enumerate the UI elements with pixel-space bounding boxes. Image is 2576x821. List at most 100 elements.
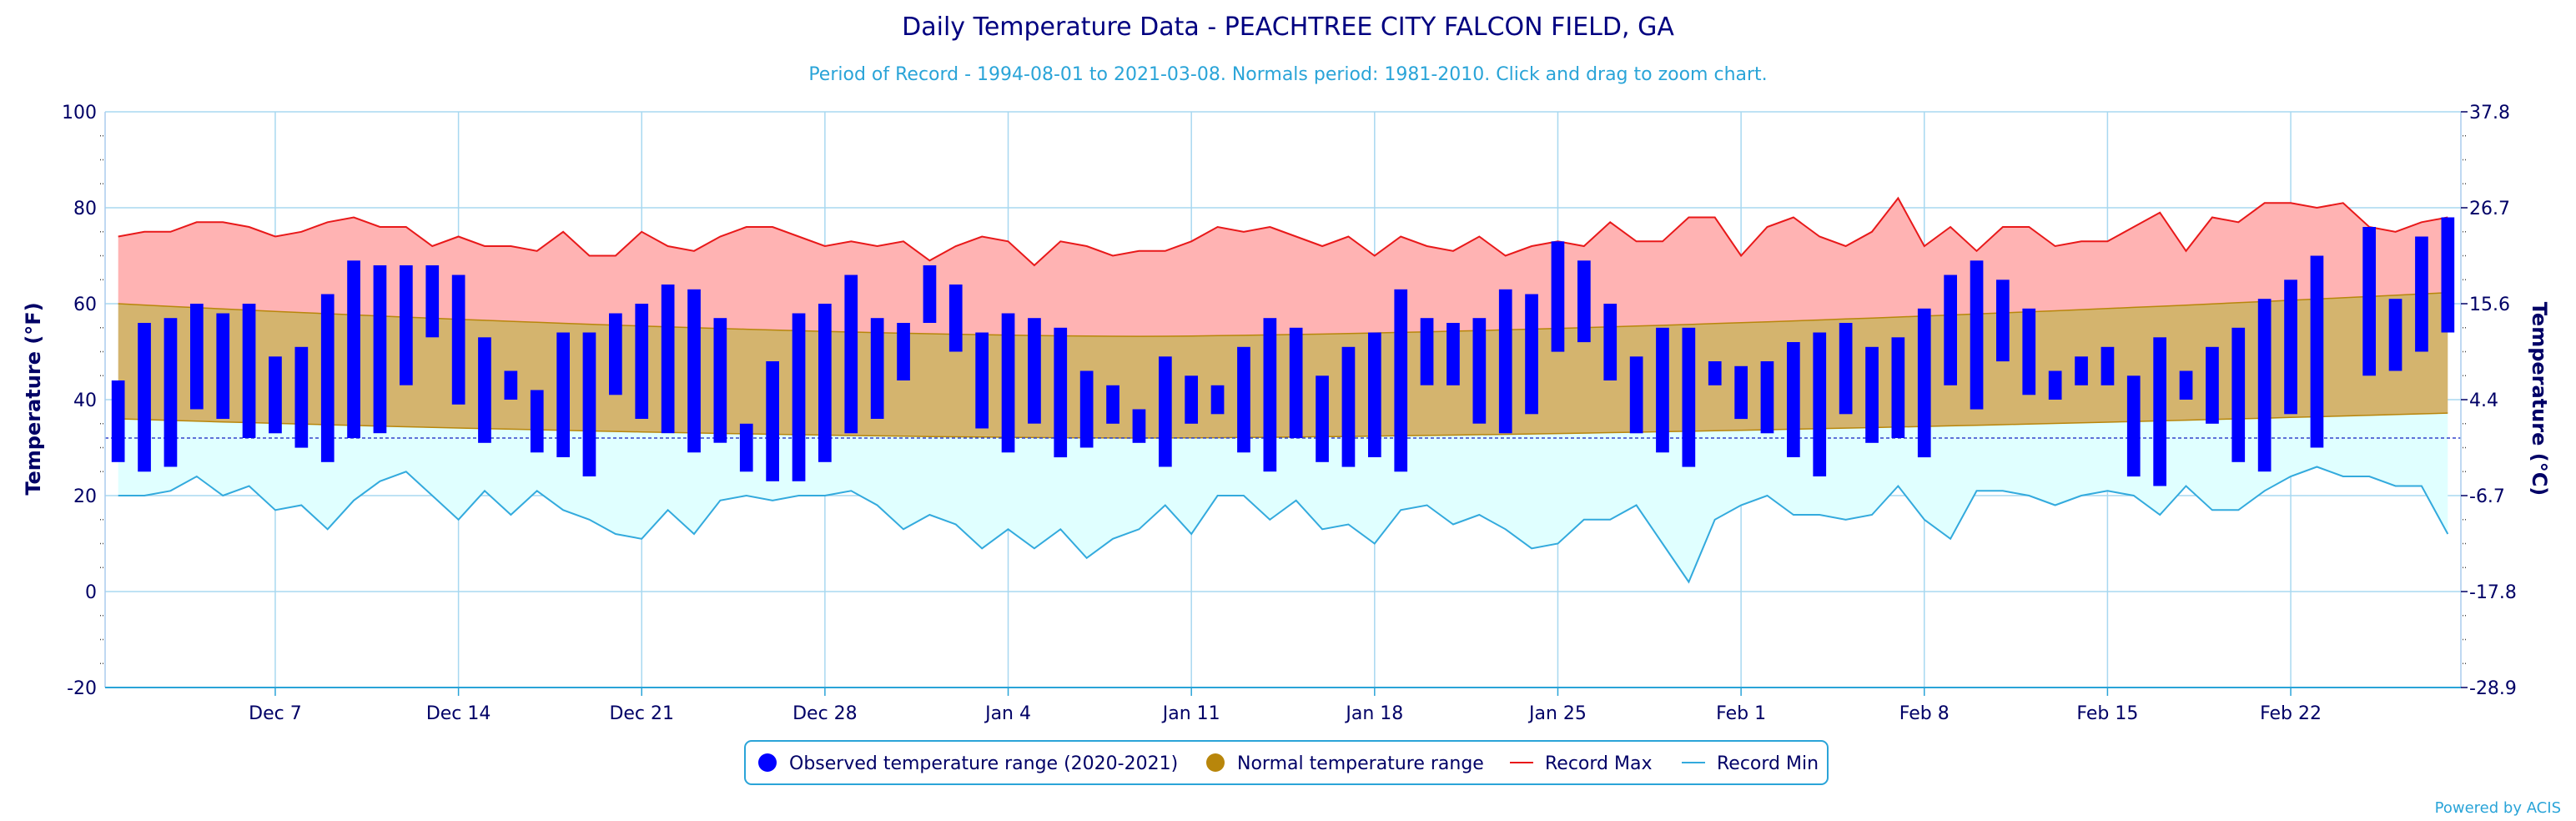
observed-range-bar[interactable] [1001, 313, 1015, 453]
observed-range-bar[interactable] [1368, 332, 1381, 458]
observed-range-bar[interactable] [1813, 332, 1827, 477]
observed-range-bar[interactable] [530, 390, 544, 453]
observed-range-bar[interactable] [478, 337, 491, 443]
credits-link[interactable]: Powered by ACIS [2435, 799, 2561, 817]
observed-range-bar[interactable] [1289, 327, 1303, 439]
observed-range-bar[interactable] [2022, 308, 2036, 395]
observed-range-bar[interactable] [269, 356, 282, 434]
observed-range-bar[interactable] [1498, 289, 1512, 434]
observed-range-bar[interactable] [687, 289, 701, 453]
observed-range-bar[interactable] [609, 313, 622, 395]
observed-range-bar[interactable] [400, 265, 413, 385]
observed-range-bar[interactable] [1551, 241, 1565, 352]
observed-range-bar[interactable] [766, 361, 779, 481]
observed-range-bar[interactable] [1944, 275, 1957, 385]
legend-item-record-max[interactable]: Record Max [1510, 753, 1653, 774]
observed-range-bar[interactable] [844, 275, 858, 434]
observed-range-bar[interactable] [2075, 356, 2088, 385]
observed-range-bar[interactable] [2310, 255, 2324, 448]
observed-range-bar[interactable] [138, 323, 151, 472]
observed-range-bar[interactable] [111, 380, 125, 462]
observed-range-bar[interactable] [1420, 318, 1434, 385]
observed-range-bar[interactable] [792, 313, 806, 481]
observed-range-bar[interactable] [1472, 318, 1487, 424]
observed-range-bar[interactable] [216, 313, 230, 420]
observed-range-bar[interactable] [1996, 280, 2010, 362]
observed-range-bar[interactable] [190, 304, 204, 410]
observed-range-bar[interactable] [2257, 299, 2272, 472]
observed-range-bar[interactable] [1891, 337, 1905, 438]
observed-range-bar[interactable] [2362, 227, 2376, 376]
legend-item-record-min[interactable]: Record Min [1682, 753, 1819, 774]
observed-range-bar[interactable] [1577, 260, 1591, 343]
observed-range-bar[interactable] [425, 265, 440, 338]
observed-range-bar[interactable] [1970, 260, 1984, 410]
observed-range-bar[interactable] [451, 275, 465, 405]
observed-range-bar[interactable] [582, 332, 596, 477]
observed-range-bar[interactable] [1839, 323, 1853, 415]
observed-range-bar[interactable] [320, 294, 335, 462]
observed-range-bar[interactable] [975, 332, 989, 429]
observed-range-bar[interactable] [1603, 304, 1618, 380]
observed-range-bar[interactable] [1682, 327, 1696, 467]
observed-range-bar[interactable] [504, 370, 518, 400]
observed-range-bar[interactable] [242, 304, 256, 438]
observed-range-bar[interactable] [1185, 375, 1198, 424]
observed-range-bar[interactable] [2415, 236, 2428, 352]
observed-range-bar[interactable] [1787, 342, 1800, 457]
observed-range-bar[interactable] [1316, 375, 1329, 462]
observed-range-bar[interactable] [1028, 318, 1041, 424]
observed-range-bar[interactable] [1106, 385, 1119, 424]
observed-range-bar[interactable] [635, 304, 649, 419]
observed-range-bar[interactable] [1054, 327, 1068, 458]
observed-range-bar[interactable] [897, 323, 910, 380]
observed-range-bar[interactable] [2206, 346, 2219, 424]
observed-range-bar[interactable] [1917, 308, 1931, 458]
observed-range-bar[interactable] [713, 318, 727, 443]
legend-normal-marker [1206, 753, 1225, 772]
observed-range-bar[interactable] [1159, 356, 1172, 467]
observed-range-bar[interactable] [1237, 346, 1250, 453]
observed-range-bar[interactable] [1132, 409, 1146, 443]
observed-range-bar[interactable] [164, 318, 178, 467]
observed-range-bar[interactable] [2441, 217, 2455, 333]
observed-range-bar[interactable] [1394, 289, 1408, 472]
observed-range-bar[interactable] [2101, 346, 2115, 385]
observed-range-bar[interactable] [1525, 294, 1538, 415]
observed-range-bar[interactable] [739, 423, 753, 472]
observed-range-bar[interactable] [294, 346, 309, 448]
observed-range-bar[interactable] [661, 285, 675, 434]
legend-item-observed[interactable]: Observed temperature range (2020-2021) [758, 753, 1178, 774]
observed-range-bar[interactable] [556, 332, 570, 458]
observed-range-bar[interactable] [1734, 365, 1748, 420]
observed-range-bar[interactable] [2048, 370, 2062, 400]
observed-range-bar[interactable] [2126, 375, 2141, 477]
observed-range-bar[interactable] [1446, 323, 1460, 385]
observed-range-bar[interactable] [948, 285, 963, 352]
observed-range-bar[interactable] [1341, 346, 1356, 467]
observed-range-bar[interactable] [2284, 280, 2297, 415]
observed-range-bar[interactable] [1760, 361, 1774, 434]
axes-layer: -20 -28.9 0 -17.8 20 -6.7 40 4.4 60 15.6 80 26.7 100… [62, 103, 2517, 724]
observed-range-bar[interactable] [818, 304, 832, 462]
y-axis-title-left: Temperature (°F) [22, 302, 45, 495]
observed-range-bar[interactable] [1263, 318, 1277, 472]
observed-range-bar[interactable] [923, 265, 937, 323]
observed-range-bar[interactable] [347, 260, 360, 439]
legend-item-normal[interactable]: Normal temperature range [1206, 753, 1484, 774]
observed-range-bar[interactable] [1656, 327, 1669, 453]
observed-range-bar[interactable] [1210, 385, 1225, 415]
observed-range-bar[interactable] [1865, 346, 1879, 443]
observed-range-bar[interactable] [1708, 361, 1722, 385]
observed-range-bar[interactable] [2179, 370, 2193, 400]
observed-range-bar[interactable] [1629, 356, 1643, 434]
observed-range-bar[interactable] [2388, 299, 2402, 371]
x-tick-label: Jan 18 [1344, 703, 1403, 724]
observed-range-bar[interactable] [870, 318, 884, 419]
observed-range-bar[interactable] [2153, 337, 2166, 486]
observed-range-bar[interactable] [2231, 327, 2246, 462]
observed-range-bar[interactable] [373, 265, 387, 434]
observed-range-bar[interactable] [1079, 370, 1094, 448]
y-tick-label-left: 80 [73, 199, 97, 219]
